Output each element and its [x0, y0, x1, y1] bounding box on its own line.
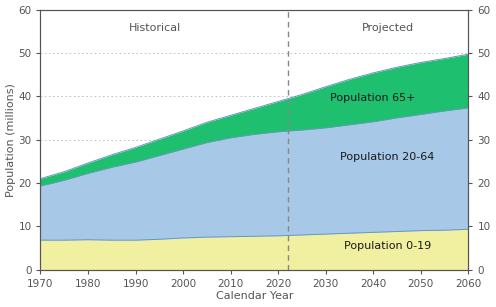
Text: Population 65+: Population 65+	[330, 93, 416, 103]
Text: Projected: Projected	[362, 22, 414, 33]
Y-axis label: Population (millions): Population (millions)	[5, 83, 15, 196]
Text: Historical: Historical	[128, 22, 181, 33]
Text: Population 20-64: Population 20-64	[340, 152, 434, 162]
Text: Population 0-19: Population 0-19	[344, 241, 431, 251]
X-axis label: Calendar Year: Calendar Year	[216, 291, 293, 301]
